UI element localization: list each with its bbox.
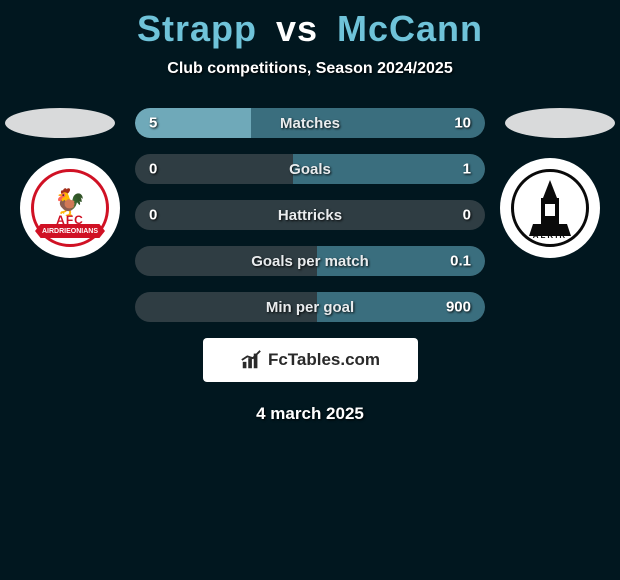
stat-label: Goals per match bbox=[135, 253, 485, 270]
stat-bars: 5Matches10 0Goals1 0Hattricks0 Goals per ma… bbox=[135, 108, 485, 322]
brand-box[interactable]: FcTables.com bbox=[203, 338, 418, 382]
date-label: 4 march 2025 bbox=[0, 404, 620, 424]
airdrieonians-crest: 🐓 AFC AIRDRIEONIANS bbox=[31, 169, 109, 247]
afc-ribbon: AIRDRIEONIANS bbox=[35, 224, 105, 238]
stat-row: 0Hattricks0 bbox=[135, 200, 485, 230]
player2-name: McCann bbox=[337, 8, 483, 49]
page-title: Strapp vs McCann bbox=[0, 0, 620, 50]
subtitle: Club competitions, Season 2024/2025 bbox=[0, 60, 620, 78]
rooster-icon: 🐓 bbox=[54, 189, 86, 215]
stat-label: Hattricks bbox=[135, 207, 485, 224]
stat-label: Min per goal bbox=[135, 299, 485, 316]
player1-name: Strapp bbox=[137, 8, 257, 49]
bar-chart-icon bbox=[240, 349, 262, 371]
club-badge-left: 🐓 AFC AIRDRIEONIANS bbox=[20, 158, 120, 258]
stat-row: 5Matches10 bbox=[135, 108, 485, 138]
falkirk-crest: ALKIR bbox=[511, 169, 589, 247]
club-badge-right: ALKIR bbox=[500, 158, 600, 258]
stat-label: Matches bbox=[135, 115, 485, 132]
falkirk-text: ALKIR bbox=[533, 231, 567, 240]
stat-row: Min per goal900 bbox=[135, 292, 485, 322]
steeple-icon bbox=[525, 178, 575, 238]
stat-row: 0Goals1 bbox=[135, 154, 485, 184]
brand-text: FcTables.com bbox=[268, 350, 380, 370]
stat-label: Goals bbox=[135, 161, 485, 178]
player1-photo-placeholder bbox=[5, 108, 115, 138]
player2-photo-placeholder bbox=[505, 108, 615, 138]
vs-label: vs bbox=[276, 8, 318, 49]
stat-row: Goals per match0.1 bbox=[135, 246, 485, 276]
comparison-arena: 🐓 AFC AIRDRIEONIANS ALKIR 5Matches10 0Goa… bbox=[0, 108, 620, 424]
